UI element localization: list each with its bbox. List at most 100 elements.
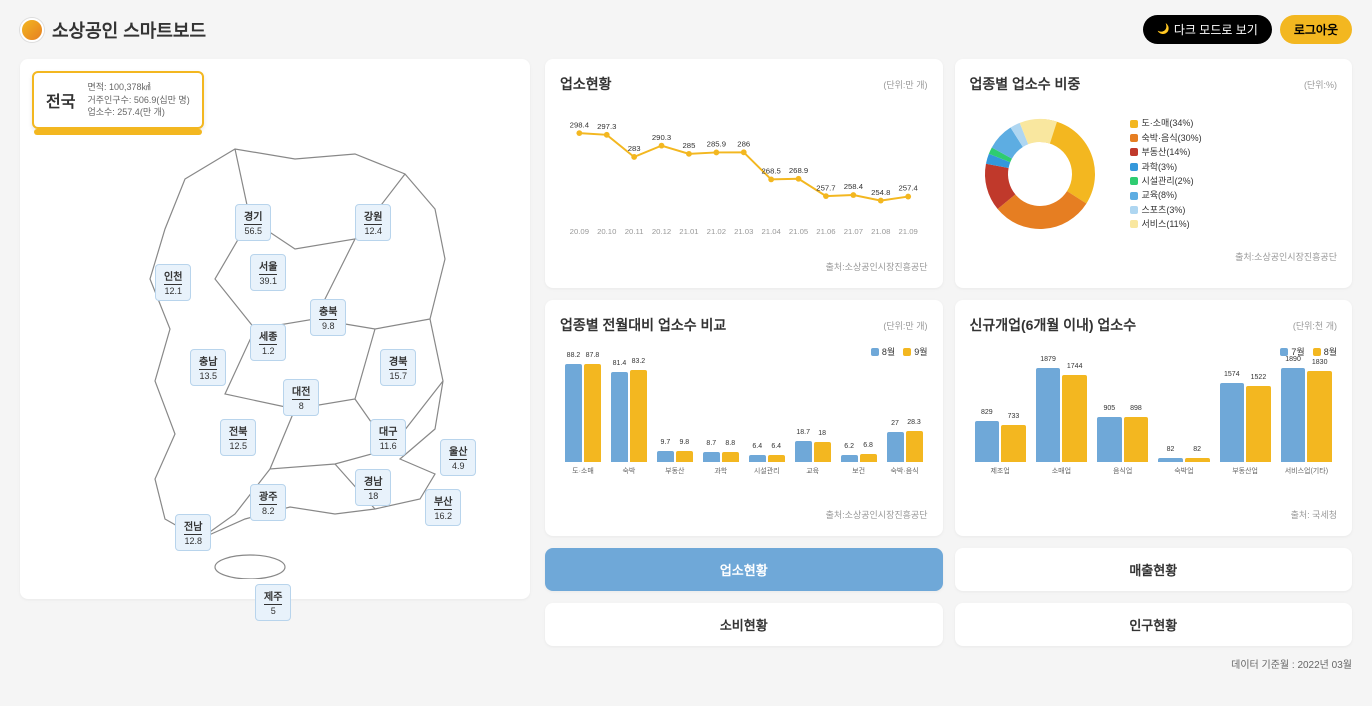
bar: 6.2	[841, 455, 858, 462]
region-label[interactable]: 울산4.9	[440, 439, 476, 476]
svg-text:257.7: 257.7	[816, 183, 835, 192]
ratio-chart-title: 업종별 업소수 비중	[970, 74, 1081, 94]
region-label[interactable]: 대전8	[283, 379, 319, 416]
legend-item: 9월	[903, 345, 927, 358]
bar-category-label: 교육	[795, 466, 831, 476]
svg-text:21.09: 21.09	[898, 227, 917, 236]
compare-chart-card: 업종별 전월대비 업소수 비교 (단위:만 개) 8월 9월 88.287.8 81…	[545, 300, 943, 536]
bar: 82	[1185, 458, 1210, 462]
svg-text:21.05: 21.05	[789, 227, 808, 236]
bar: 829	[975, 421, 1000, 462]
bar: 27	[887, 432, 904, 462]
svg-text:285.9: 285.9	[707, 140, 726, 149]
region-label[interactable]: 경기56.5	[235, 204, 271, 241]
region-label[interactable]: 광주8.2	[250, 484, 286, 521]
donut-legend-item: 서비스(11%)	[1130, 217, 1202, 231]
bar: 87.8	[584, 364, 601, 462]
compare-chart-source: 출처:소상공인시장진흥공단	[560, 508, 928, 521]
newbiz-chart-source: 출처: 국세청	[970, 508, 1338, 521]
newbiz-legend: 7월8월	[970, 345, 1338, 358]
svg-text:258.4: 258.4	[844, 182, 864, 191]
donut-legend-item: 도·소매(34%)	[1130, 116, 1202, 130]
header: 소상공인 스마트보드 다크 모드로 보기 로그아웃	[20, 15, 1352, 44]
svg-text:21.03: 21.03	[734, 227, 753, 236]
svg-text:21.07: 21.07	[844, 227, 863, 236]
bar-category-label: 숙박업	[1158, 466, 1209, 476]
compare-chart-title: 업종별 전월대비 업소수 비교	[560, 315, 726, 335]
region-label[interactable]: 세종1.2	[250, 324, 286, 361]
status-chart-card: 업소현황 (단위:만 개) 298.420.09297.320.1028320.…	[545, 59, 943, 288]
bar: 1574	[1220, 383, 1245, 462]
bar-category-label: 보건	[841, 466, 877, 476]
svg-text:21.06: 21.06	[816, 227, 835, 236]
nav-consumption-button[interactable]: 소비현황	[545, 603, 943, 646]
svg-text:268.9: 268.9	[789, 166, 808, 175]
svg-text:290.3: 290.3	[652, 133, 671, 142]
donut-legend-item: 부동산(14%)	[1130, 145, 1202, 159]
region-label[interactable]: 충남13.5	[190, 349, 226, 386]
region-label[interactable]: 강원12.4	[355, 204, 391, 241]
bar: 6.4	[749, 455, 766, 462]
region-label[interactable]: 전북12.5	[220, 419, 256, 456]
bar-category-label: 부동산	[657, 466, 693, 476]
status-chart-unit: (단위:만 개)	[883, 78, 927, 91]
status-line-chart: 298.420.09297.320.1028320.11290.320.1228…	[560, 104, 928, 254]
region-label[interactable]: 전남12.8	[175, 514, 211, 551]
dark-mode-button[interactable]: 다크 모드로 보기	[1143, 15, 1271, 44]
map-info-stores: 업소수: 257.4(만 개)	[87, 106, 189, 119]
compare-legend: 8월 9월	[560, 345, 928, 358]
donut-legend-item: 스포츠(3%)	[1130, 203, 1202, 217]
svg-text:20.09: 20.09	[570, 227, 589, 236]
bar: 81.4	[611, 372, 628, 462]
bar-category-label: 소매업	[1036, 466, 1087, 476]
app-title: 소상공인 스마트보드	[52, 17, 206, 43]
newbiz-chart-title: 신규개업(6개월 이내) 업소수	[970, 315, 1137, 335]
footer-date: 데이터 기준월 : 2022년 03월	[20, 656, 1352, 671]
bar: 733	[1001, 425, 1026, 462]
svg-text:286: 286	[737, 140, 750, 149]
region-label[interactable]: 대구11.6	[370, 419, 406, 456]
region-label[interactable]: 경남18	[355, 469, 391, 506]
svg-text:268.5: 268.5	[761, 167, 780, 176]
newbiz-chart-unit: (단위:천 개)	[1293, 319, 1337, 332]
bar: 1890	[1281, 368, 1306, 463]
map-info-population: 거주인구수: 506.9(십만 명)	[87, 94, 189, 107]
svg-text:20.12: 20.12	[652, 227, 671, 236]
svg-text:254.8: 254.8	[871, 188, 890, 197]
map-info-box: 전국 면적: 100,378㎢ 거주인구수: 506.9(십만 명) 업소수: …	[32, 71, 204, 129]
bar-category-label: 숙박·음식	[887, 466, 923, 476]
legend-item: 8월	[1313, 345, 1337, 358]
bar-category-label: 서비스업(기타)	[1281, 466, 1332, 476]
region-label[interactable]: 서울39.1	[250, 254, 286, 291]
nav-sales-button[interactable]: 매출현황	[955, 548, 1353, 591]
bar: 88.2	[565, 364, 582, 462]
donut-legend-item: 교육(8%)	[1130, 188, 1202, 202]
nav-population-button[interactable]: 인구현황	[955, 603, 1353, 646]
region-label[interactable]: 인천12.1	[155, 264, 191, 301]
svg-text:257.4: 257.4	[898, 184, 918, 193]
bar: 6.8	[860, 454, 877, 462]
bar-category-label: 부동산업	[1220, 466, 1271, 476]
region-label[interactable]: 경북15.7	[380, 349, 416, 386]
donut-legend-item: 과학(3%)	[1130, 160, 1202, 174]
svg-text:20.10: 20.10	[597, 227, 616, 236]
svg-text:285: 285	[683, 141, 696, 150]
status-chart-title: 업소현황	[560, 74, 612, 94]
ratio-legend: 도·소매(34%)숙박·음식(30%)부동산(14%)과학(3%)시설관리(2%…	[1130, 116, 1202, 231]
logout-button[interactable]: 로그아웃	[1280, 15, 1352, 44]
nav-stores-button[interactable]: 업소현황	[545, 548, 943, 591]
ratio-chart-card: 업종별 업소수 비중 (단위:%) 도·소매(34%)숙박·음식(30%)부동산…	[955, 59, 1353, 288]
ratio-chart-unit: (단위:%)	[1304, 78, 1337, 91]
bar: 1879	[1036, 368, 1061, 462]
ratio-donut-chart	[970, 104, 1110, 244]
region-label[interactable]: 충북9.8	[310, 299, 346, 336]
newbiz-chart-card: 신규개업(6개월 이내) 업소수 (단위:천 개) 7월8월 829733 187…	[955, 300, 1353, 536]
bar: 1522	[1246, 386, 1271, 462]
bar: 898	[1124, 417, 1149, 462]
legend-item: 8월	[871, 345, 895, 358]
compare-chart-unit: (단위:만 개)	[883, 319, 927, 332]
region-label[interactable]: 제주5	[255, 584, 291, 621]
donut-legend-item: 시설관리(2%)	[1130, 174, 1202, 188]
region-label[interactable]: 부산16.2	[425, 489, 461, 526]
svg-text:297.3: 297.3	[597, 122, 616, 131]
